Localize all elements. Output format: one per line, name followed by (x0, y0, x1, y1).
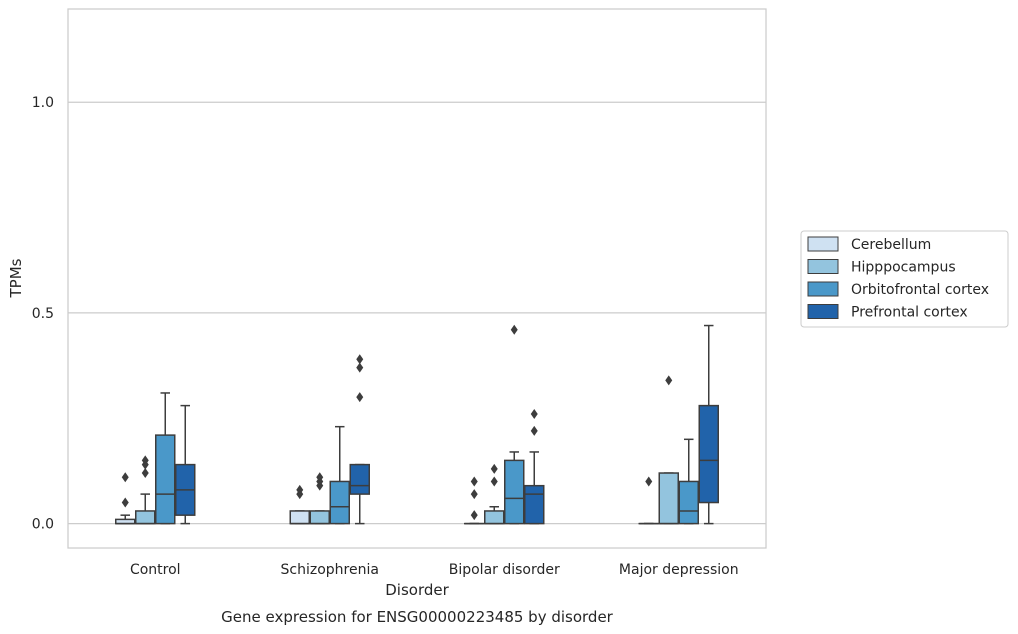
box-0-3 (638, 476, 659, 525)
box-3-1 (349, 354, 370, 525)
box-iqr (135, 510, 156, 525)
box-iqr (504, 459, 525, 525)
x-axis-label: Disorder (385, 581, 449, 599)
box-3-2 (524, 409, 545, 525)
box-iqr (678, 480, 699, 525)
legend-swatch (807, 259, 839, 274)
outlier-point (296, 484, 304, 495)
outlier-point (470, 510, 478, 521)
box-1-3 (658, 375, 679, 525)
box-0-1 (289, 484, 310, 525)
box-iqr (524, 484, 545, 525)
y-axis-label: TPMs (7, 258, 25, 298)
box-1-1 (309, 472, 330, 525)
y-tick-labels: 0.00.51.01.52.0 (32, 95, 54, 533)
outlier-point (510, 324, 518, 335)
box-1-0 (135, 455, 156, 525)
legend-swatch (807, 281, 839, 297)
outlier-point (356, 354, 364, 365)
box-2-1 (329, 425, 350, 525)
box-iqr (329, 480, 350, 525)
outlier-point (490, 463, 498, 474)
outlier-point (530, 409, 538, 420)
outlier-point (121, 472, 129, 483)
outlier-point (530, 425, 538, 436)
box-iqr (309, 510, 330, 525)
x-tick-label: Schizophrenia (281, 562, 379, 578)
outlier-point (470, 476, 478, 487)
legend: Cerebellum Hipppocampus Orbitofrontal cort… (800, 230, 1009, 328)
outlier-point (490, 476, 498, 487)
box-2-3 (678, 438, 699, 525)
legend-label: Prefrontal cortex (851, 305, 968, 321)
x-tick-label: Control (130, 562, 181, 578)
x-tick-labels: Control Schizophrenia Bipolar disorder Majo… (130, 562, 739, 578)
box-3-0 (175, 404, 196, 525)
y-tick-label: 0.0 (32, 517, 54, 533)
legend-items: Cerebellum Hipppocampus Orbitofrontal cort… (807, 236, 989, 321)
chart-caption: Gene expression for ENSG00000223485 by d… (221, 608, 614, 626)
legend-swatch (807, 304, 839, 319)
outlier-point (356, 392, 364, 403)
legend-frame (800, 230, 1009, 328)
y-tick-label: 1.0 (32, 95, 54, 111)
legend-label: Cerebellum (851, 237, 931, 253)
boxes-layer (115, 324, 719, 525)
outlier-point (121, 497, 129, 508)
box-iqr (289, 510, 310, 525)
box-3-3 (698, 324, 719, 525)
outlier-point (141, 455, 149, 466)
legend-label: Orbitofrontal cortex (851, 282, 989, 298)
y-tick-label: 0.5 (32, 306, 54, 322)
box-iqr (698, 404, 719, 504)
outlier-point (645, 476, 653, 487)
box-iqr (349, 463, 370, 495)
box-iqr (155, 434, 176, 525)
box-0-0 (115, 472, 136, 525)
outlier-point (665, 375, 673, 386)
legend-label: Hipppocampus (851, 260, 956, 276)
legend-swatch (807, 236, 839, 252)
box-2-0 (155, 392, 176, 525)
plot-area-frame (67, 8, 767, 549)
box-0-2 (464, 476, 485, 525)
outlier-point (141, 468, 149, 479)
box-iqr (658, 472, 679, 525)
outlier-point (470, 489, 478, 500)
box-iqr (484, 510, 505, 525)
x-tick-label: Bipolar disorder (449, 562, 560, 578)
outlier-point (316, 472, 324, 483)
box-1-2 (484, 463, 505, 525)
box-2-2 (504, 324, 525, 525)
x-tick-label: Major depression (619, 562, 739, 578)
outlier-point (356, 362, 364, 373)
